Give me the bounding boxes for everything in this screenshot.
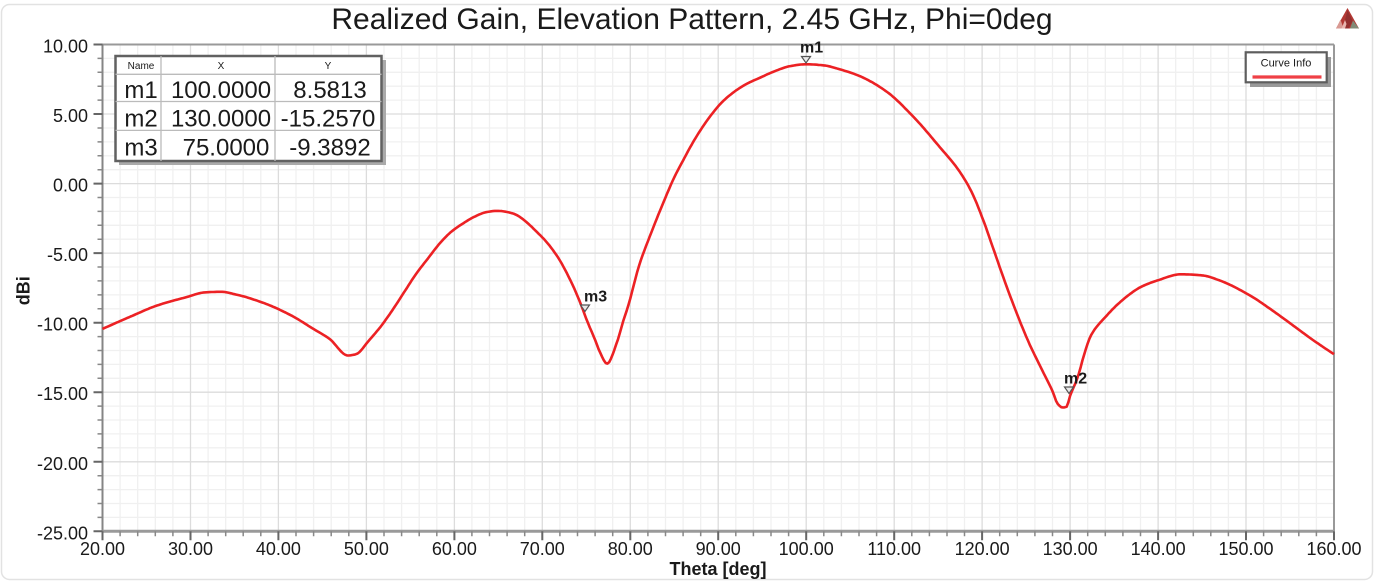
svg-text:70.00: 70.00 [520,539,565,559]
svg-text:-15.00: -15.00 [37,384,88,404]
svg-text:40.00: 40.00 [256,539,301,559]
svg-text:m3: m3 [584,289,607,306]
svg-text:130.00: 130.00 [1043,539,1098,559]
svg-text:80.00: 80.00 [608,539,653,559]
svg-text:130.0000: 130.0000 [171,106,271,133]
svg-text:-25.00: -25.00 [37,523,88,543]
svg-text:90.00: 90.00 [696,539,741,559]
svg-text:dBi: dBi [14,276,34,305]
svg-text:Curve Info: Curve Info [1261,58,1312,70]
svg-text:-15.2570: -15.2570 [281,106,376,133]
svg-text:30.00: 30.00 [168,539,213,559]
svg-text:100.0000: 100.0000 [171,77,271,104]
svg-text:-9.3892: -9.3892 [289,135,370,162]
svg-text:-10.00: -10.00 [37,315,88,335]
svg-text:110.00: 110.00 [867,539,921,559]
svg-text:8.5813: 8.5813 [293,77,366,104]
svg-text:X: X [218,61,225,72]
svg-text:60.00: 60.00 [432,539,477,559]
svg-text:-5.00: -5.00 [47,245,88,265]
svg-text:Theta [deg]: Theta [deg] [670,559,767,579]
svg-text:20.00: 20.00 [80,539,125,559]
svg-text:m1: m1 [800,40,823,57]
svg-text:m2: m2 [124,106,157,133]
svg-text:160.00: 160.00 [1306,539,1361,559]
svg-text:Y: Y [325,61,332,72]
svg-text:5.00: 5.00 [53,106,88,126]
svg-text:100.00: 100.00 [779,539,834,559]
svg-text:10.00: 10.00 [43,37,88,57]
svg-text:m3: m3 [124,135,157,162]
svg-text:m1: m1 [124,77,157,104]
svg-text:120.00: 120.00 [955,539,1010,559]
svg-text:m2: m2 [1064,371,1087,388]
svg-text:75.0000: 75.0000 [183,135,270,162]
svg-text:-20.00: -20.00 [37,454,88,474]
svg-text:Name: Name [128,61,155,72]
svg-text:50.00: 50.00 [344,539,389,559]
svg-text:0.00: 0.00 [53,176,88,196]
svg-text:150.00: 150.00 [1218,539,1273,559]
svg-text:140.00: 140.00 [1131,539,1186,559]
svg-text:Realized Gain, Elevation Patte: Realized Gain, Elevation Pattern, 2.45 G… [331,3,1052,36]
